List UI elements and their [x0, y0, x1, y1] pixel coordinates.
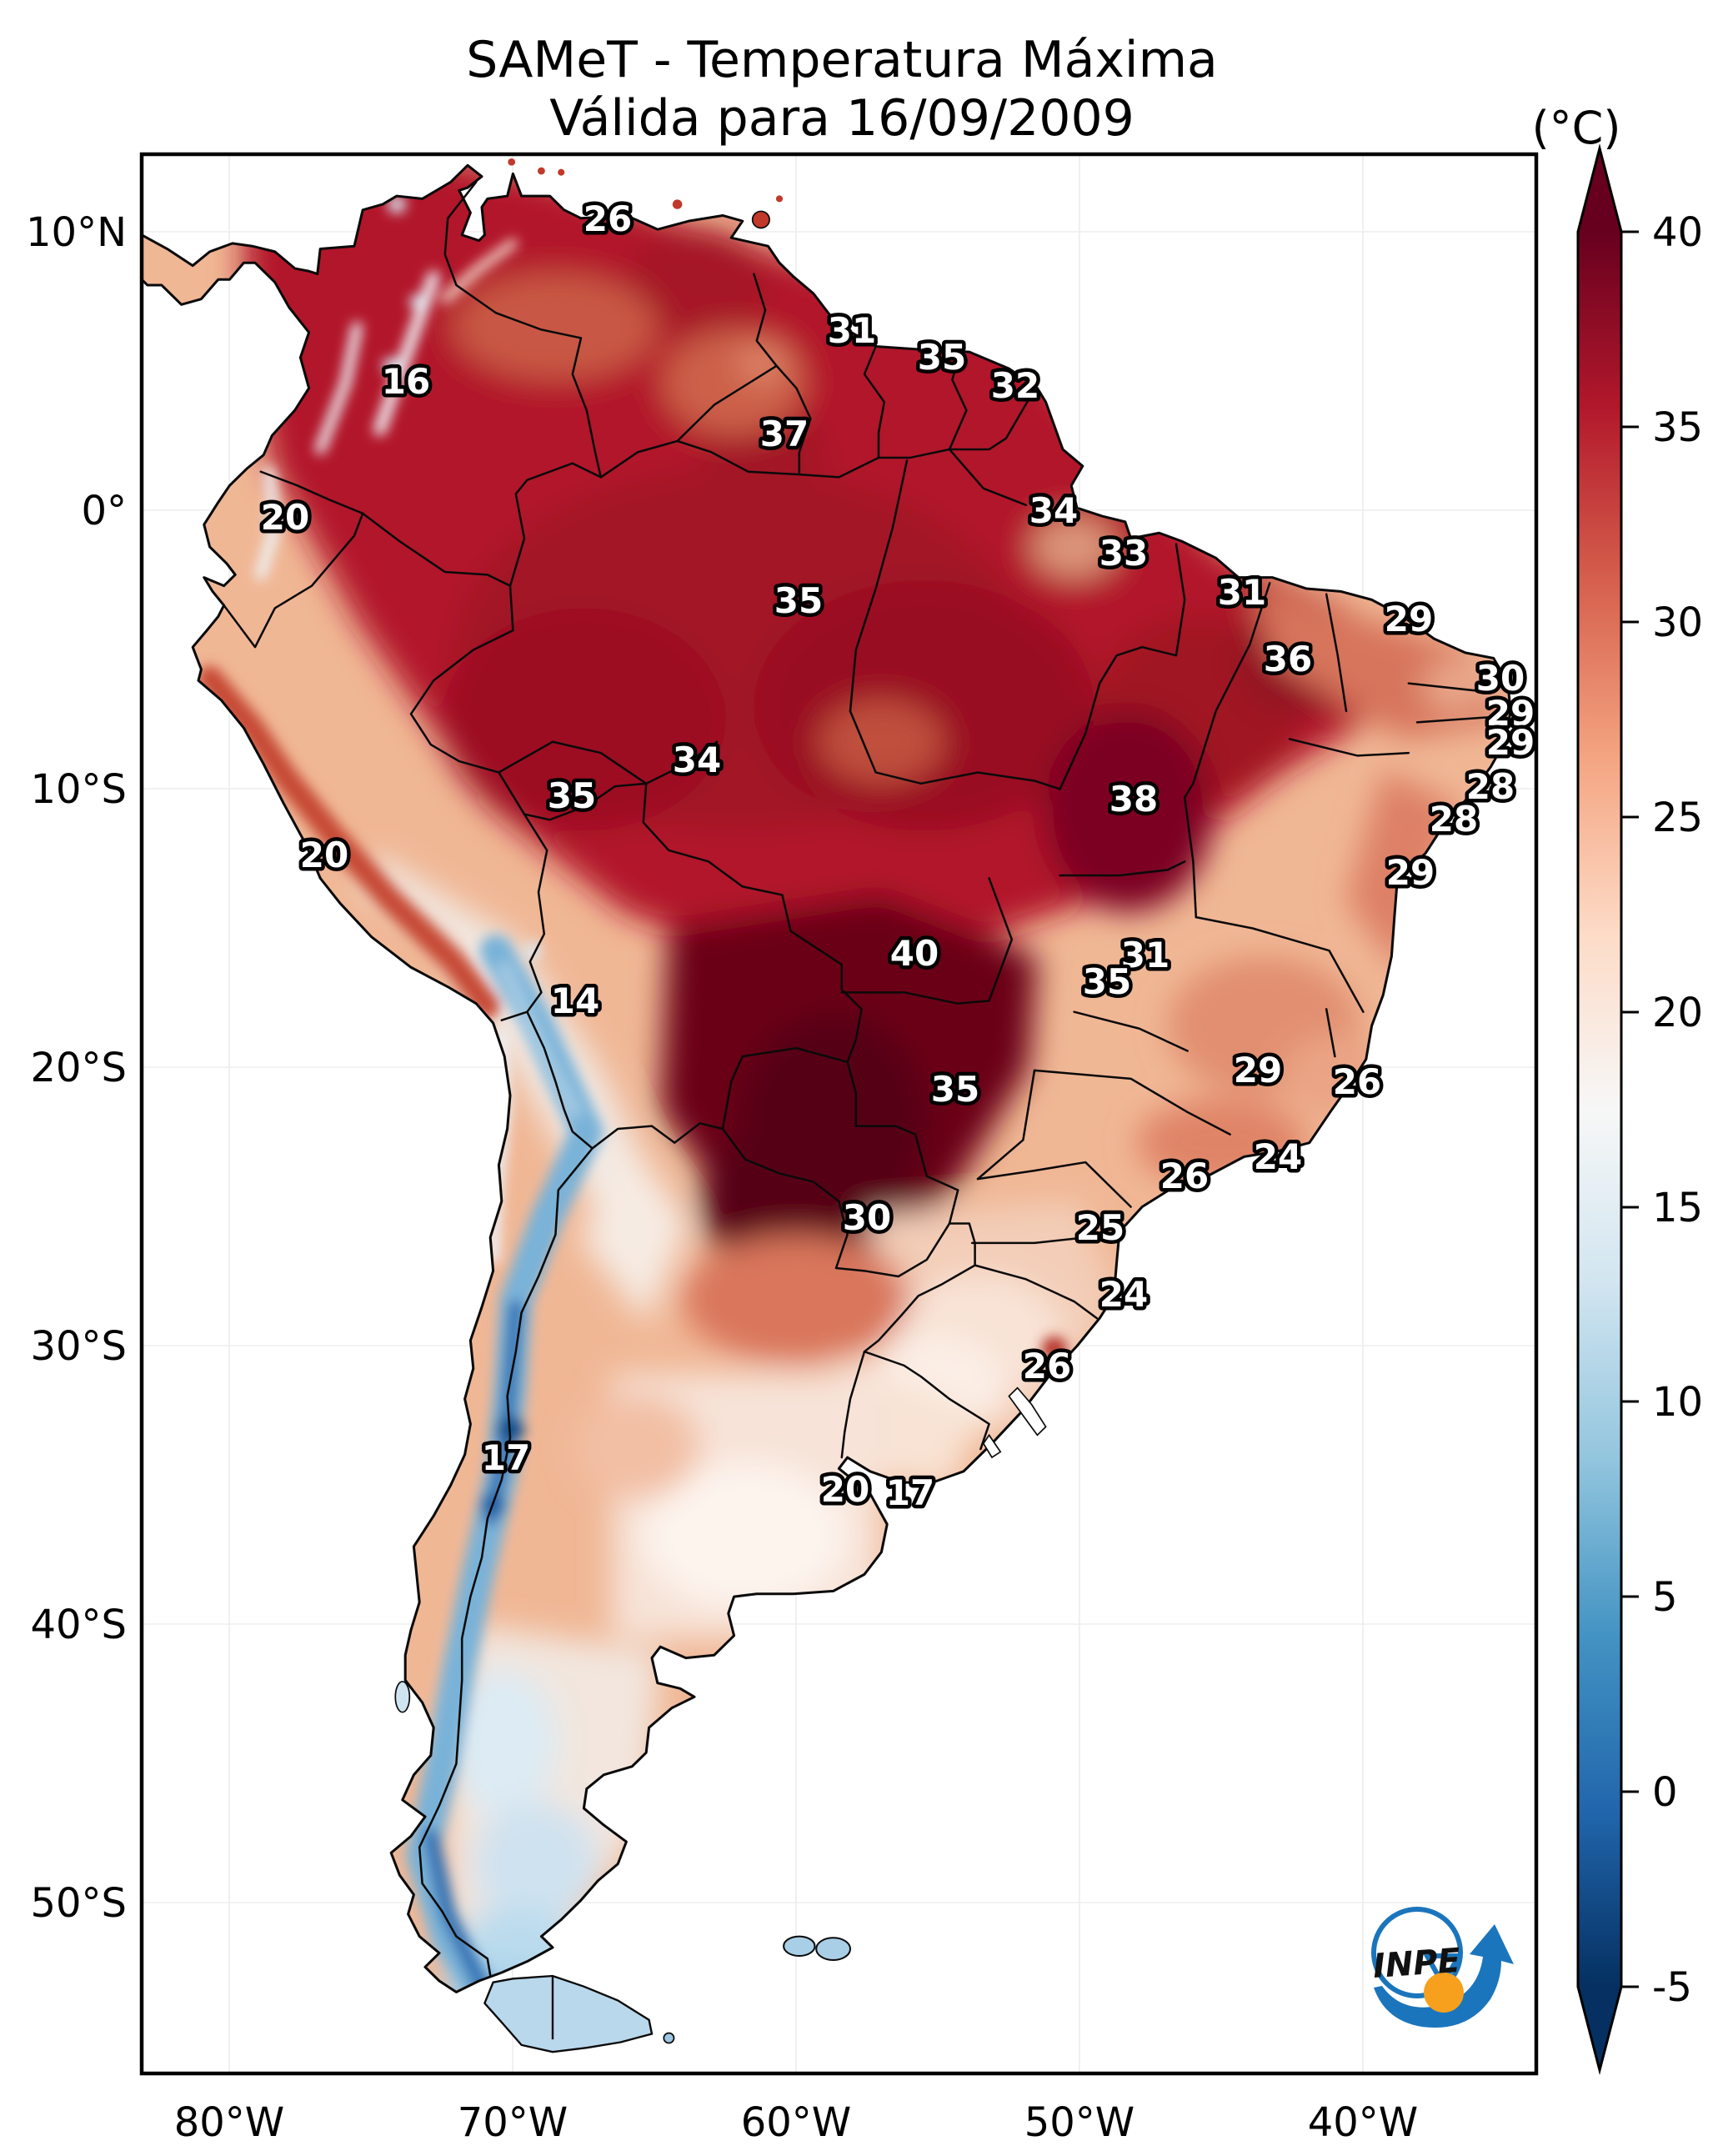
station-label: 31 [1218, 572, 1266, 613]
station-label: 28 [1466, 766, 1515, 807]
colorbar-tick-label: 40 [1652, 209, 1703, 256]
lat-tick-label: 10°N [26, 209, 127, 256]
colorbar-tick-label: 35 [1652, 404, 1703, 451]
station-label: 20 [300, 835, 348, 875]
lon-tick-label: 50°W [1024, 2099, 1135, 2146]
station-label: 20 [261, 497, 309, 538]
colorbar-over-arrow [1578, 148, 1621, 232]
station-label: 28 [1430, 799, 1478, 840]
station-label: 32 [991, 365, 1039, 406]
logo-down-arrow-icon [1422, 1953, 1464, 1990]
station-label: 33 [1099, 533, 1148, 574]
station-label: 17 [482, 1437, 530, 1478]
station-label: 17 [886, 1472, 934, 1513]
lat-tick-label: 50°S [30, 1880, 127, 1927]
station-label: 29 [1486, 693, 1535, 734]
colorbar-tick-label: 30 [1652, 599, 1703, 646]
station-label: 29 [1486, 722, 1535, 763]
colorbar-tick-label: 0 [1652, 1769, 1678, 1816]
station-label: 36 [1264, 639, 1312, 679]
colorbar-unit-label: (°C) [1532, 102, 1621, 154]
station-label: 40 [890, 933, 939, 974]
lon-tick-label: 80°W [174, 2099, 285, 2146]
station-label: 35 [918, 337, 966, 378]
colorbar-tick-label: 15 [1652, 1185, 1703, 1231]
figure-subtitle: Válida para 16/09/2009 [549, 89, 1134, 148]
station-label: 35 [1083, 961, 1131, 1002]
chiloe-island [394, 1681, 411, 1713]
station-label: 24 [1254, 1136, 1302, 1177]
falkland-west [783, 1935, 816, 1957]
station-label: 20 [821, 1469, 869, 1510]
station-label: 31 [828, 310, 876, 351]
colorbar-ticks: 40 35 30 25 20 15 10 5 0 -5 [1621, 209, 1703, 2011]
lon-tick-label: 60°W [741, 2099, 852, 2146]
lat-tick-label: 0° [81, 488, 127, 534]
station-label: 29 [1385, 599, 1433, 639]
station-label: 26 [1160, 1156, 1209, 1196]
colorbar-gradient [1578, 232, 1621, 1987]
islands [394, 158, 852, 2053]
station-label: 35 [774, 580, 823, 621]
lat-axis: 10°N 0° 10°S 20°S 30°S 40°S 50°S [26, 209, 127, 1927]
station-label: 26 [1333, 1061, 1381, 1102]
inpe-logo: INPE [1371, 1907, 1514, 2028]
figure-title: SAMeT - Temperatura Máxima [466, 31, 1218, 89]
colorbar-tick-label: 10 [1652, 1379, 1703, 1426]
station-label: 24 [1099, 1274, 1148, 1315]
logo-swoosh-arrow-icon [1374, 1924, 1514, 2028]
colorbar-tick-label: 25 [1652, 795, 1703, 841]
station-label: 25 [1076, 1207, 1124, 1248]
logo-orbit-icon [1371, 1907, 1463, 1998]
station-label: 30 [843, 1197, 891, 1238]
station-label: 29 [1386, 852, 1435, 893]
lon-axis: 80°W 70°W 60°W 50°W 40°W [174, 2099, 1419, 2146]
station-label: 26 [584, 198, 632, 239]
station-label: 29 [1234, 1050, 1282, 1091]
station-label: 14 [551, 980, 599, 1021]
lat-tick-label: 30°S [30, 1323, 127, 1370]
lagoons [982, 1386, 1047, 1459]
station-label: 31 [1121, 935, 1170, 975]
colorbar-under-arrow [1578, 1987, 1621, 2070]
station-label: 34 [673, 740, 721, 780]
axes-frame [139, 152, 1539, 2076]
logo-orange-dot-icon [1424, 1973, 1464, 2013]
lon-tick-label: 70°W [458, 2099, 568, 2146]
station-label: 34 [1029, 490, 1078, 531]
station-label: 16 [382, 361, 430, 402]
logo-wordmark: INPE [1371, 1942, 1461, 1986]
lat-tick-label: 10°S [30, 766, 127, 813]
colorbar-tick-label: -5 [1652, 1964, 1692, 2011]
station-label: 26 [1023, 1346, 1071, 1386]
station-label: 37 [760, 414, 809, 454]
lat-tick-label: 20°S [30, 1045, 127, 1091]
tierra-del-fuego [483, 1974, 654, 2053]
colorbar: (°C) 40 35 30 25 20 15 10 5 0 -5 [1532, 102, 1703, 2075]
borders [223, 181, 1498, 1977]
falkland-east [815, 1937, 852, 1961]
colorbar-tick-label: 20 [1652, 990, 1703, 1036]
station-label: 38 [1109, 779, 1158, 820]
station-label: 30 [1476, 658, 1525, 699]
station-label: 35 [931, 1069, 979, 1110]
lat-tick-label: 40°S [30, 1602, 127, 1648]
lon-tick-label: 40°W [1308, 2099, 1419, 2146]
colorbar-tick-label: 5 [1652, 1574, 1678, 1621]
station-label: 35 [548, 775, 596, 816]
